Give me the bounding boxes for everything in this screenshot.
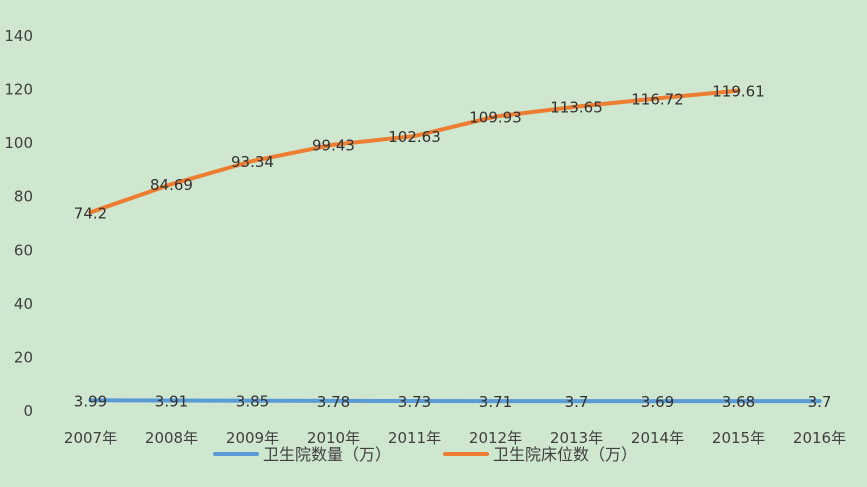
data-label: 3.68 bbox=[722, 393, 755, 411]
data-point bbox=[250, 398, 255, 403]
x-tick-label: 2009年 bbox=[226, 429, 279, 447]
data-point bbox=[574, 399, 579, 404]
series-line-1 bbox=[88, 398, 822, 404]
x-tick-label: 2016年 bbox=[793, 429, 846, 447]
data-label: 119.61 bbox=[712, 83, 765, 101]
data-label: 3.7 bbox=[565, 393, 589, 411]
data-label: 109.93 bbox=[469, 109, 522, 127]
data-point bbox=[88, 210, 93, 215]
y-tick-label: 120 bbox=[4, 81, 33, 99]
data-point bbox=[655, 96, 660, 101]
data-label: 99.43 bbox=[312, 137, 355, 155]
y-tick-label: 60 bbox=[14, 241, 33, 259]
y-tick-label: 140 bbox=[4, 27, 33, 45]
y-tick-label: 0 bbox=[23, 402, 33, 420]
y-tick-label: 40 bbox=[14, 295, 33, 313]
data-point bbox=[574, 104, 579, 109]
data-point bbox=[331, 142, 336, 147]
x-tick-label: 2007年 bbox=[64, 429, 117, 447]
data-label: 84.69 bbox=[150, 176, 193, 194]
data-point bbox=[817, 399, 822, 404]
legend-label: 卫生院床位数（万） bbox=[493, 445, 637, 464]
y-tick-label: 100 bbox=[4, 134, 33, 152]
x-tick-label: 2011年 bbox=[388, 429, 441, 447]
data-label: 3.7 bbox=[808, 393, 832, 411]
x-tick-label: 2008年 bbox=[145, 429, 198, 447]
data-point bbox=[493, 114, 498, 119]
data-label: 3.78 bbox=[317, 393, 350, 411]
data-label: 113.65 bbox=[550, 99, 603, 117]
data-point bbox=[412, 399, 417, 404]
data-label: 3.71 bbox=[479, 393, 512, 411]
data-point bbox=[250, 158, 255, 163]
data-label: 116.72 bbox=[631, 90, 684, 108]
data-point bbox=[169, 398, 174, 403]
x-tick-label: 2015年 bbox=[712, 429, 765, 447]
data-label: 74.2 bbox=[74, 204, 107, 222]
data-label: 3.91 bbox=[155, 393, 188, 411]
data-point bbox=[412, 134, 417, 139]
data-point bbox=[331, 398, 336, 403]
data-point bbox=[169, 182, 174, 187]
data-label: 3.73 bbox=[398, 393, 431, 411]
x-tick-label: 2012年 bbox=[469, 429, 522, 447]
y-tick-label: 80 bbox=[14, 188, 33, 206]
data-point bbox=[493, 399, 498, 404]
x-tick-label: 2013年 bbox=[550, 429, 603, 447]
data-point bbox=[736, 88, 741, 93]
data-point bbox=[655, 399, 660, 404]
data-label: 3.99 bbox=[74, 392, 107, 410]
legend-label: 卫生院数量（万） bbox=[263, 445, 391, 464]
data-label: 102.63 bbox=[388, 128, 441, 146]
y-tick-label: 20 bbox=[14, 348, 33, 366]
x-tick-label: 2014年 bbox=[631, 429, 684, 447]
data-label: 3.69 bbox=[641, 393, 674, 411]
data-label: 3.85 bbox=[236, 393, 269, 411]
data-label: 93.34 bbox=[231, 153, 274, 171]
data-point bbox=[736, 399, 741, 404]
x-tick-label: 2010年 bbox=[307, 429, 360, 447]
data-point bbox=[88, 398, 93, 403]
